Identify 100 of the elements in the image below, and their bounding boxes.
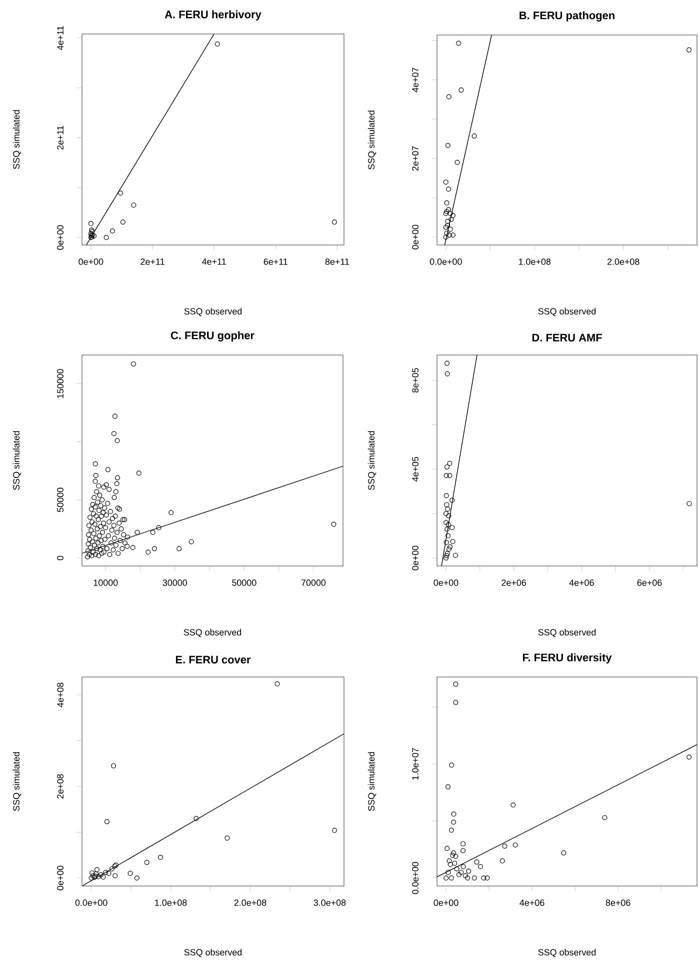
point bbox=[444, 551, 450, 556]
point bbox=[460, 848, 466, 854]
point bbox=[450, 498, 455, 503]
point bbox=[444, 464, 450, 470]
point bbox=[90, 873, 96, 878]
point bbox=[446, 207, 452, 212]
point bbox=[444, 493, 449, 498]
point bbox=[465, 876, 470, 881]
point bbox=[484, 876, 490, 881]
x-tick-label: 8e+11 bbox=[325, 258, 350, 265]
point bbox=[448, 226, 453, 232]
x-axis-title: SSQ observed bbox=[184, 948, 242, 958]
point bbox=[446, 546, 452, 552]
point bbox=[444, 473, 449, 478]
point bbox=[445, 218, 450, 224]
x-tick-label: 4e+11 bbox=[202, 258, 226, 265]
point bbox=[443, 511, 448, 516]
point bbox=[510, 802, 516, 808]
point bbox=[274, 681, 280, 686]
chart-title: D. FERU AMF bbox=[532, 334, 602, 342]
chart-title: A. FERU herbivory bbox=[164, 10, 262, 20]
point bbox=[453, 700, 458, 705]
chart-title: F. FERU diversity bbox=[522, 653, 612, 664]
x-tick-label: 10000 bbox=[94, 580, 118, 586]
point bbox=[443, 520, 448, 525]
point bbox=[134, 875, 140, 880]
point bbox=[94, 871, 99, 876]
point bbox=[474, 860, 480, 865]
point bbox=[450, 232, 456, 238]
y-tick-label: 2e+11 bbox=[57, 126, 64, 150]
x-tick-label: 2.0e+08 bbox=[234, 900, 266, 906]
y-tick-label: 8e+05 bbox=[412, 368, 418, 393]
y-tick-label: 0e+00 bbox=[57, 866, 64, 890]
point bbox=[445, 222, 450, 228]
x-axis-title: SSQ observed bbox=[538, 308, 596, 316]
point bbox=[96, 874, 101, 880]
x-axis-title: SSQ observed bbox=[184, 308, 242, 316]
y-tick-label: 50000 bbox=[57, 488, 64, 512]
point bbox=[466, 868, 472, 874]
point bbox=[512, 842, 518, 848]
point bbox=[104, 235, 109, 240]
x-tick-label: 0e+00 bbox=[434, 900, 458, 906]
point bbox=[448, 862, 453, 867]
point bbox=[144, 860, 150, 865]
point bbox=[446, 858, 452, 864]
y-tick-label: 4e+07 bbox=[412, 68, 418, 92]
point bbox=[443, 224, 448, 230]
point bbox=[451, 812, 456, 817]
point bbox=[446, 186, 452, 192]
point bbox=[450, 539, 456, 544]
y-tick-label: 4e+05 bbox=[412, 456, 418, 482]
x-tick-label: 50000 bbox=[232, 580, 256, 586]
point bbox=[444, 209, 450, 214]
point bbox=[602, 815, 608, 820]
point bbox=[224, 836, 230, 841]
point bbox=[92, 234, 97, 239]
x-tick-label: 1.0e+08 bbox=[155, 900, 187, 906]
point bbox=[118, 190, 123, 196]
point bbox=[443, 180, 448, 185]
y-axis-title: SSQ simulated bbox=[12, 110, 22, 169]
chart-title: B. FERU pathogen bbox=[520, 11, 614, 22]
point bbox=[446, 232, 452, 238]
point bbox=[214, 41, 220, 46]
x-tick-label: 70000 bbox=[301, 580, 326, 586]
point bbox=[103, 870, 108, 875]
point bbox=[444, 360, 450, 366]
point bbox=[481, 876, 486, 881]
x-tick-label: 0e+00 bbox=[434, 580, 458, 586]
point bbox=[128, 870, 133, 876]
point bbox=[462, 873, 468, 878]
y-tick-label: 2e+07 bbox=[412, 146, 418, 171]
point bbox=[444, 846, 450, 851]
chart-title: C. FERU gopher bbox=[170, 331, 254, 342]
y-tick-label: 1.0e+07 bbox=[412, 748, 418, 780]
point bbox=[447, 473, 452, 478]
point bbox=[456, 40, 462, 46]
point bbox=[561, 850, 566, 856]
x-tick-label: 8e+06 bbox=[606, 900, 630, 906]
point bbox=[447, 460, 452, 466]
point bbox=[444, 200, 450, 206]
point bbox=[131, 202, 136, 208]
point bbox=[112, 873, 118, 878]
point bbox=[448, 828, 454, 833]
point bbox=[332, 828, 337, 833]
point bbox=[472, 134, 477, 139]
point bbox=[158, 854, 164, 860]
point bbox=[448, 876, 454, 881]
y-tick-label: 0e+00 bbox=[412, 224, 418, 250]
x-axis-title: SSQ observed bbox=[538, 948, 596, 958]
point bbox=[460, 841, 466, 846]
y-axis-title: SSQ simulated bbox=[368, 431, 376, 490]
x-tick-label: 6e+11 bbox=[264, 258, 288, 265]
y-axis-title: SSQ simulated bbox=[12, 752, 22, 811]
x-tick-label: 4e+06 bbox=[569, 580, 594, 586]
point bbox=[443, 234, 448, 240]
point bbox=[450, 525, 455, 530]
x-tick-label: 0.0e+00 bbox=[430, 258, 462, 265]
point bbox=[446, 94, 452, 100]
point bbox=[453, 854, 458, 859]
point bbox=[500, 858, 505, 864]
